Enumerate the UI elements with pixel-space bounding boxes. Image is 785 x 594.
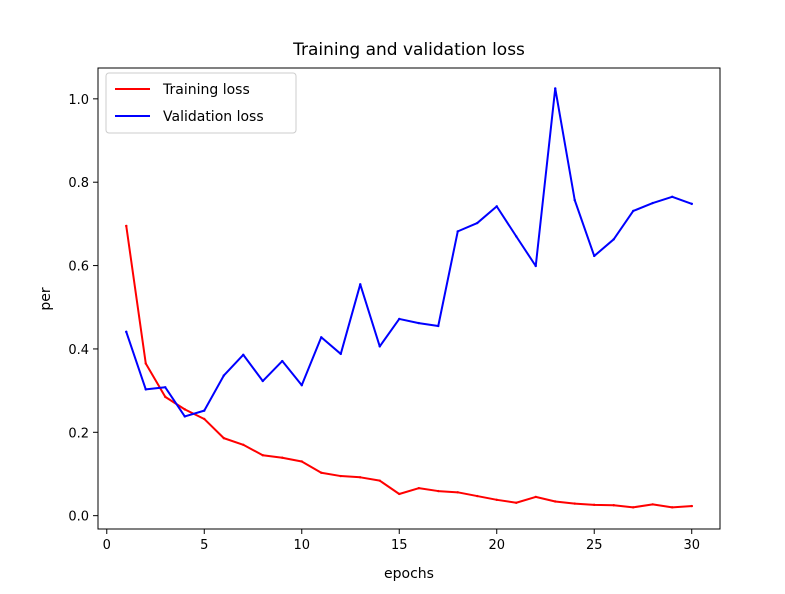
data-point-validation-loss: [125, 330, 128, 334]
data-point-training-loss: [476, 494, 479, 498]
x-tick-label: 10: [293, 538, 310, 553]
data-point-training-loss: [671, 506, 674, 509]
x-tick-label: 0: [103, 538, 111, 553]
data-point-validation-loss: [573, 198, 576, 202]
data-point-validation-loss: [417, 321, 420, 325]
y-tick-label: 0.4: [68, 343, 89, 358]
legend-label-validation: Validation loss: [163, 109, 264, 125]
data-point-training-loss: [125, 224, 128, 228]
data-point-training-loss: [378, 479, 381, 482]
data-point-validation-loss: [242, 353, 245, 356]
data-point-training-loss: [554, 500, 557, 503]
x-tick-label: 15: [391, 538, 408, 553]
data-point-training-loss: [398, 492, 401, 496]
data-point-training-loss: [515, 501, 518, 504]
data-point-validation-loss: [515, 235, 518, 238]
data-point-training-loss: [320, 471, 323, 474]
data-point-training-loss: [417, 486, 420, 490]
data-point-validation-loss: [281, 359, 284, 363]
data-point-training-loss: [281, 456, 284, 459]
data-point-validation-loss: [632, 209, 635, 213]
legend: Training loss Validation loss: [105, 72, 297, 134]
data-point-validation-loss: [144, 388, 147, 391]
data-point-training-loss: [300, 460, 303, 463]
x-tick-label: 20: [488, 538, 505, 553]
data-point-training-loss: [261, 454, 264, 457]
data-point-training-loss: [651, 503, 654, 506]
x-axis-label: epochs: [384, 566, 434, 582]
data-point-validation-loss: [476, 221, 479, 225]
data-point-validation-loss: [378, 345, 381, 348]
data-point-training-loss: [495, 498, 498, 502]
data-point-training-loss: [144, 362, 147, 365]
series-line-training-loss: [125, 224, 693, 509]
data-point-training-loss: [242, 443, 245, 447]
data-point-validation-loss: [320, 336, 323, 339]
data-point-training-loss: [183, 408, 186, 411]
axes-frame: [97, 67, 721, 530]
data-point-validation-loss: [300, 383, 303, 387]
data-point-validation-loss: [398, 317, 401, 321]
series-line-validation-loss: [125, 87, 694, 418]
data-point-training-loss: [164, 395, 167, 399]
data-point-validation-loss: [164, 386, 167, 389]
x-tick-label: 5: [200, 538, 208, 553]
plot-layer: [125, 87, 694, 509]
data-point-validation-loss: [495, 205, 498, 208]
data-point-validation-loss: [671, 195, 674, 198]
data-point-validation-loss: [690, 202, 693, 206]
data-point-training-loss: [573, 502, 576, 505]
data-point-training-loss: [222, 436, 225, 440]
data-point-training-loss: [203, 417, 206, 421]
x-tick-label: 25: [586, 538, 603, 553]
data-point-validation-loss: [222, 374, 225, 377]
x-tick-label: 30: [683, 538, 700, 553]
data-point-validation-loss: [651, 201, 654, 205]
data-point-validation-loss: [359, 283, 362, 286]
y-tick-label: 0.2: [68, 426, 89, 441]
data-point-training-loss: [612, 504, 615, 507]
data-point-training-loss: [456, 491, 459, 494]
data-point-validation-loss: [593, 254, 596, 258]
y-tick-label: 1.0: [68, 93, 89, 108]
ticks-layer: 0 5 10 15 20 25 30 0.0 0.2 0.4 0.6 0.8 1.0: [68, 93, 700, 553]
data-point-validation-loss: [534, 264, 537, 268]
data-point-training-loss: [339, 474, 342, 478]
y-tick-label: 0.8: [68, 176, 89, 191]
y-axis-label: per: [38, 287, 54, 311]
data-point-validation-loss: [339, 352, 342, 356]
chart-title: Training and validation loss: [292, 40, 525, 60]
y-tick-label: 0.0: [68, 510, 89, 525]
y-tick-label: 0.6: [68, 260, 89, 275]
data-point-validation-loss: [437, 324, 440, 328]
data-point-training-loss: [690, 504, 693, 508]
legend-label-training: Training loss: [162, 82, 250, 98]
data-point-training-loss: [359, 476, 362, 479]
data-point-training-loss: [632, 506, 635, 509]
data-point-validation-loss: [554, 87, 557, 90]
data-point-training-loss: [437, 489, 440, 493]
data-point-validation-loss: [183, 415, 186, 418]
data-point-validation-loss: [261, 379, 264, 383]
data-point-training-loss: [593, 503, 596, 507]
data-point-validation-loss: [456, 230, 459, 233]
data-point-validation-loss: [203, 409, 206, 412]
data-point-validation-loss: [612, 238, 615, 241]
data-point-training-loss: [534, 495, 537, 499]
legend-box: [105, 72, 297, 134]
